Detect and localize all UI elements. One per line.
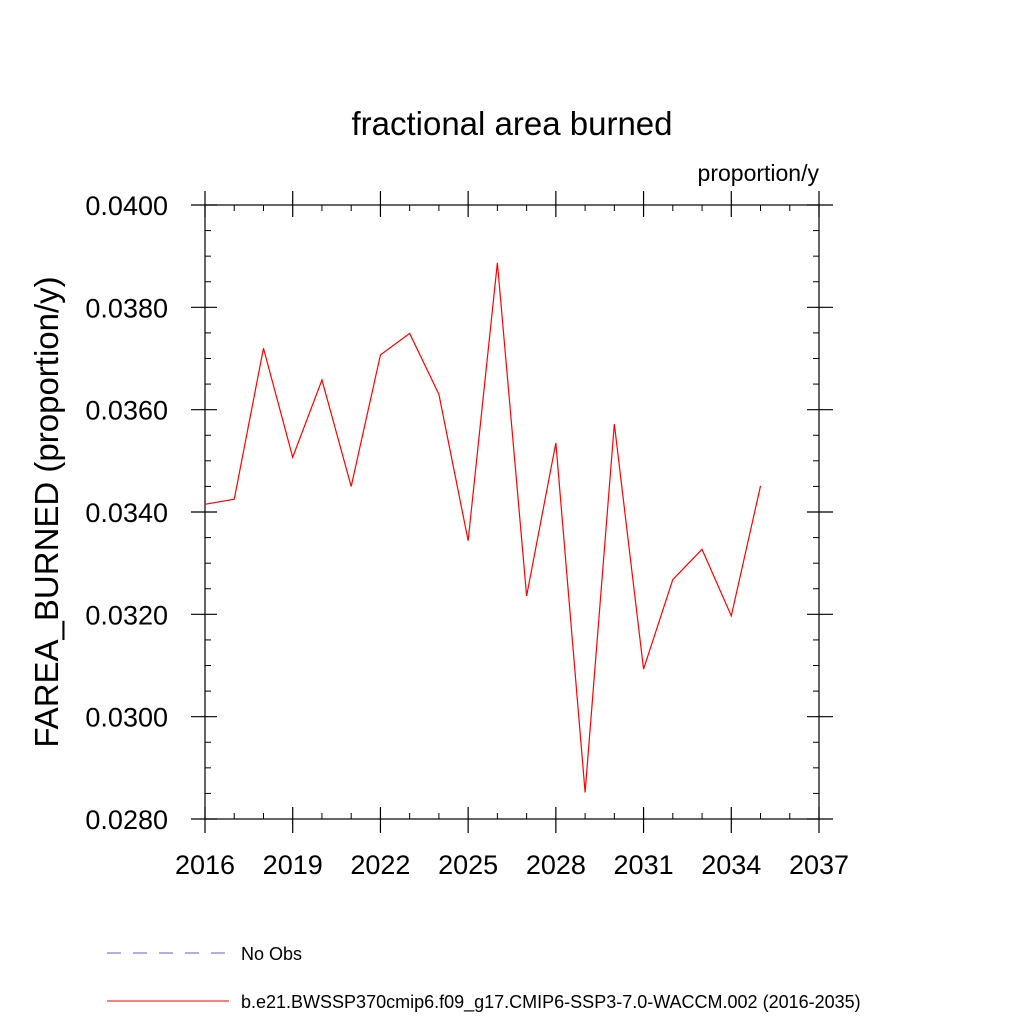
y-tick-label: 0.0320 [85,600,168,630]
x-tick-label: 2019 [263,850,323,880]
y-tick-label: 0.0300 [85,703,168,733]
x-tick-label: 2037 [789,850,849,880]
series-line-0 [204,262,762,793]
units-label: proportion/y [698,160,820,186]
y-tick-label: 0.0360 [85,396,168,426]
x-tick-label: 2025 [438,850,498,880]
x-tick-label: 2022 [350,850,410,880]
x-tick-label: 2034 [701,850,761,880]
y-tick-label: 0.0280 [85,805,168,835]
x-tick-label: 2031 [614,850,674,880]
y-tick-label: 0.0400 [85,191,168,221]
x-tick-label: 2028 [526,850,586,880]
legend-label-0: No Obs [241,944,302,964]
x-tick-label: 2016 [175,850,235,880]
chart-title: fractional area burned [351,105,672,142]
y-tick-label: 0.0340 [85,498,168,528]
plot-area-frame [204,204,820,820]
axis-ticks [191,191,833,833]
legend-label-1: b.e21.BWSSP370cmip6.f09_g17.CMIP6-SSP3-7… [241,992,861,1013]
y-axis-label: FAREA_BURNED (proportion/y) [28,276,65,747]
legend: No Obs b.e21.BWSSP370cmip6.f09_g17.CMIP6-… [107,944,861,1013]
y-tick-label: 0.0380 [85,293,168,323]
axis-tick-labels: 2016 2019 2022 2025 2028 2031 2034 2037 0.0280 0.… [85,191,849,880]
series-layer [204,262,762,793]
